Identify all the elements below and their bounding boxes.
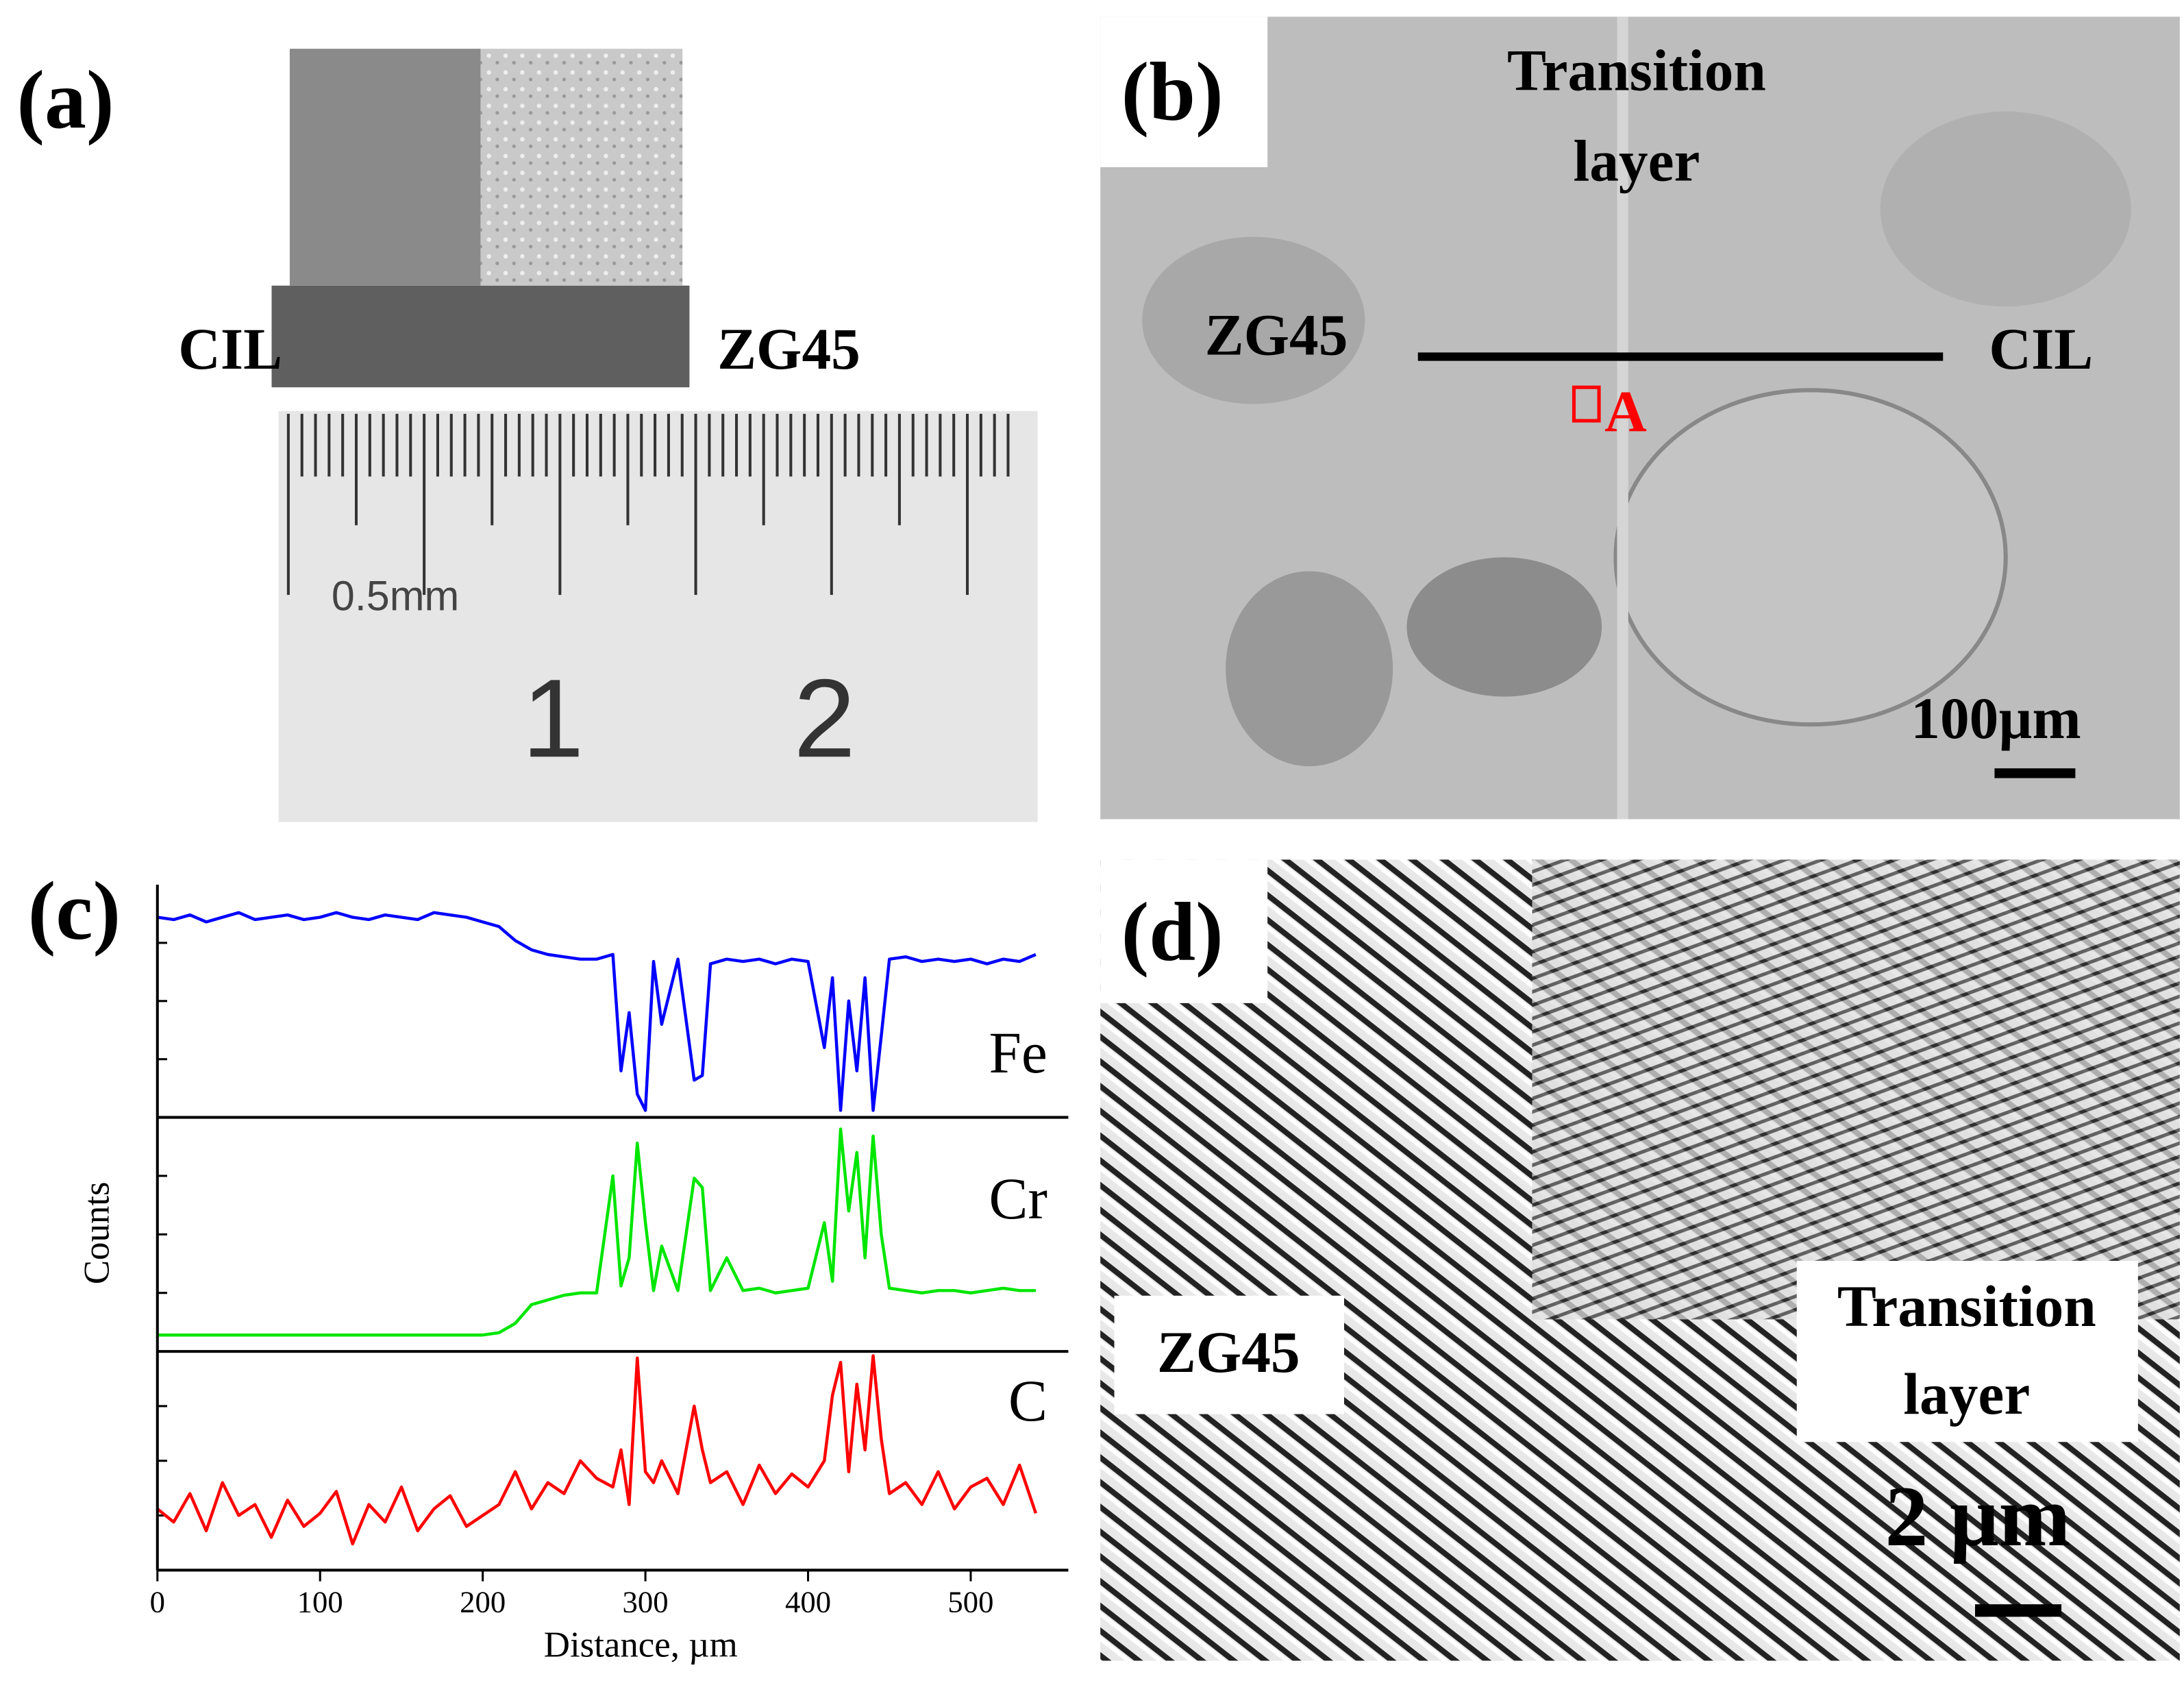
label-box — [1100, 859, 1268, 1003]
sample-zg45 — [480, 49, 683, 286]
x-tick-label: 0 — [150, 1584, 165, 1619]
x-tick-label: 100 — [297, 1584, 343, 1619]
x-axis-label: Distance, µm — [544, 1625, 738, 1664]
panel-a: (a) CIL ZG45 0.5mm 1 2 — [16, 49, 1038, 822]
series-label: Fe — [989, 1021, 1047, 1085]
panel-d: (d) ZG45 Transition layer 2 μm — [1100, 859, 2180, 1661]
panel-c: (c) Counts Distance, µm Fe Cr C 0 100 200 300 4… — [28, 865, 1069, 1664]
label: layer — [1574, 130, 1700, 194]
sample-front — [271, 285, 690, 388]
series-line — [157, 911, 1037, 1112]
ruler-number: 1 — [522, 656, 584, 781]
ruler — [278, 410, 1038, 822]
label-box — [1796, 1260, 2138, 1442]
panel-label: (d) — [1121, 885, 1224, 978]
region-marker — [1572, 385, 1601, 423]
label: layer — [1903, 1362, 2030, 1427]
x-tick-label: 200 — [460, 1584, 506, 1619]
x-tick-label: 400 — [785, 1584, 831, 1619]
label-box — [1100, 16, 1268, 167]
texture — [1226, 571, 1393, 767]
texture — [1613, 388, 2008, 727]
ruler-unit: 0.5mm — [332, 572, 459, 619]
series-label: Cr — [989, 1167, 1047, 1231]
y-axis-label: Counts — [77, 1181, 117, 1284]
label: ZG45 — [1157, 1320, 1300, 1385]
panel-label: (b) — [1121, 45, 1224, 138]
series-line — [157, 1127, 1036, 1337]
texture — [1880, 111, 2131, 307]
texture — [1532, 859, 2180, 1320]
texture — [1406, 557, 1602, 697]
label: ZG45 — [717, 317, 860, 382]
label: Transition — [1507, 38, 1766, 103]
scale-label: 100µm — [1911, 687, 2081, 751]
label: ZG45 — [1205, 304, 1348, 368]
ruler-number: 2 — [793, 656, 855, 781]
label: CIL — [1989, 317, 2093, 382]
series-line — [156, 1354, 1038, 1546]
x-tick-label: 500 — [947, 1584, 993, 1619]
series-label: C — [1008, 1369, 1047, 1434]
label: CIL — [178, 317, 282, 382]
scale-label: 2 μm — [1885, 1469, 2071, 1564]
label-box — [1114, 1295, 1344, 1414]
x-tick-label: 300 — [623, 1584, 669, 1619]
ruler-ticks — [286, 413, 1010, 595]
panel-label: (c) — [28, 865, 121, 957]
label: Transition — [1837, 1275, 2096, 1339]
panel-label: (a) — [16, 54, 114, 147]
texture — [1142, 236, 1365, 404]
marker-label: A — [1604, 380, 1647, 445]
panel-b: (b) Transition layer ZG45 CIL A 100µm — [1100, 16, 2180, 820]
sample-cil — [289, 49, 481, 286]
